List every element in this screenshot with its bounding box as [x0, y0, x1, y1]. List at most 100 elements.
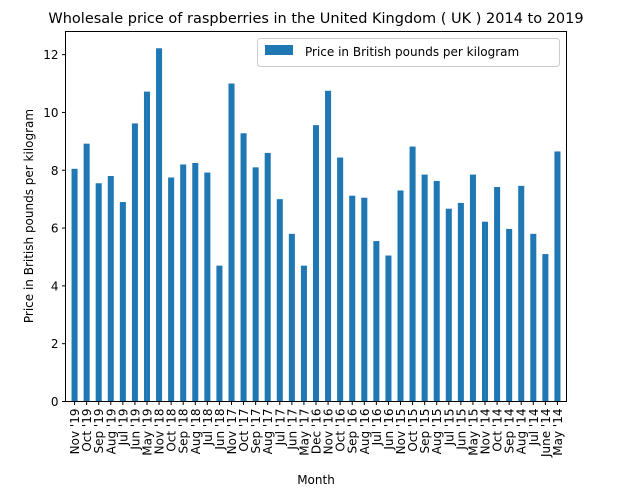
y-tick-label: 4 — [51, 279, 59, 293]
bar — [325, 90, 332, 402]
x-tick-label: Nov '15 — [394, 409, 408, 455]
bar — [542, 254, 549, 402]
legend-swatch — [265, 45, 293, 55]
x-tick-label: May '17 — [297, 409, 311, 456]
x-tick-label: Sep '17 — [249, 409, 263, 454]
x-tick-label: Jul '16 — [370, 409, 384, 447]
x-tick-label: Jun '17 — [285, 409, 299, 451]
bar — [131, 123, 138, 402]
x-tick-label: Oct '15 — [406, 409, 420, 452]
x-tick-label: Jun '19 — [128, 409, 142, 451]
bar — [264, 152, 271, 402]
x-tick-label: June '14 — [539, 409, 553, 459]
x-tick-label: Oct '19 — [80, 409, 94, 452]
bar — [240, 133, 247, 402]
bar — [192, 163, 199, 402]
bar — [397, 190, 404, 402]
bar — [481, 221, 489, 402]
bar — [518, 185, 525, 402]
bar — [554, 151, 561, 402]
x-tick-label: Jul '17 — [273, 409, 287, 447]
x-tick-label: May '15 — [466, 409, 480, 456]
legend: Price in British pounds per kilogram — [257, 38, 560, 67]
bar — [373, 241, 380, 402]
bar — [361, 197, 368, 402]
x-tick-label: Oct '17 — [237, 409, 251, 452]
x-tick-label: Aug '15 — [430, 409, 444, 455]
bar — [107, 176, 114, 402]
x-tick-label: Sep '19 — [92, 409, 106, 454]
x-tick-label: Aug '19 — [104, 409, 118, 455]
x-tick-label: May '14 — [551, 409, 565, 456]
bar — [433, 180, 440, 402]
y-tick-label: 0 — [51, 395, 59, 409]
bar — [276, 199, 283, 402]
x-tick-label: Aug '14 — [515, 409, 529, 455]
x-tick-label: Jun '18 — [213, 409, 227, 451]
x-tick-label: Jul '14 — [527, 409, 541, 447]
bar — [156, 48, 163, 402]
x-tick-label: Sep '18 — [177, 409, 191, 454]
bar — [300, 265, 307, 402]
bar — [252, 167, 259, 402]
bar — [204, 172, 211, 402]
y-axis-title: Price in British pounds per kilogram — [22, 109, 36, 323]
y-tick-label: 8 — [51, 164, 59, 178]
x-tick-label: Jul '15 — [442, 409, 456, 447]
bar — [337, 157, 344, 402]
x-tick-label: Jul '19 — [116, 409, 130, 447]
bar — [168, 177, 175, 402]
bars-group — [71, 48, 561, 402]
bar — [71, 168, 78, 402]
x-tick-label: Aug '18 — [189, 409, 203, 455]
y-tick-label: 2 — [51, 337, 59, 351]
x-tick-label: Nov '17 — [225, 409, 239, 455]
chart-title: Wholesale price of raspberries in the Un… — [48, 11, 583, 27]
x-tick-label: Sep '16 — [346, 409, 360, 454]
x-tick-label: Oct '18 — [165, 409, 179, 452]
bar — [469, 174, 476, 402]
x-tick-label: Nov '16 — [322, 409, 336, 455]
legend-frame — [257, 38, 560, 67]
x-tick-label: Sep '14 — [503, 409, 517, 454]
x-tick-label: Sep '15 — [418, 409, 432, 454]
y-axis: 0 2 4 6 8 10 12 — [43, 48, 66, 409]
bar — [494, 187, 501, 402]
x-tick-label: Oct '14 — [491, 409, 505, 452]
x-tick-label: Jul '18 — [201, 409, 215, 447]
y-tick-label: 10 — [43, 106, 58, 120]
x-tick-label: Aug '16 — [358, 409, 372, 455]
y-tick-label: 6 — [51, 222, 59, 236]
x-tick-label: Nov '18 — [153, 409, 167, 455]
x-tick-label: Dec '16 — [310, 409, 324, 455]
bar — [409, 146, 416, 402]
x-tick-label: Jun '15 — [454, 409, 468, 451]
bar — [288, 233, 295, 402]
bar — [83, 143, 90, 402]
bar — [216, 265, 223, 402]
bar — [506, 228, 513, 402]
x-axis-title: Month — [297, 473, 335, 487]
bar — [385, 255, 392, 402]
bar — [228, 83, 235, 402]
x-tick-label: Jun '16 — [382, 409, 396, 451]
bar — [530, 233, 537, 402]
bar — [95, 183, 102, 402]
x-tick-label: May '19 — [140, 409, 154, 456]
bar — [119, 202, 126, 402]
bar — [180, 164, 187, 402]
x-tick-label: Aug '17 — [261, 409, 275, 455]
bar — [445, 208, 452, 402]
x-tick-label: Oct '16 — [334, 409, 348, 452]
bar — [421, 174, 428, 402]
y-tick-label: 12 — [43, 48, 58, 62]
x-tick-label: Nov '14 — [479, 409, 493, 455]
bar — [457, 202, 464, 402]
bar — [312, 125, 320, 402]
x-tick-label: Nov '19 — [68, 409, 82, 455]
bar — [349, 195, 356, 402]
legend-label: Price in British pounds per kilogram — [305, 45, 519, 59]
bar — [143, 91, 151, 402]
